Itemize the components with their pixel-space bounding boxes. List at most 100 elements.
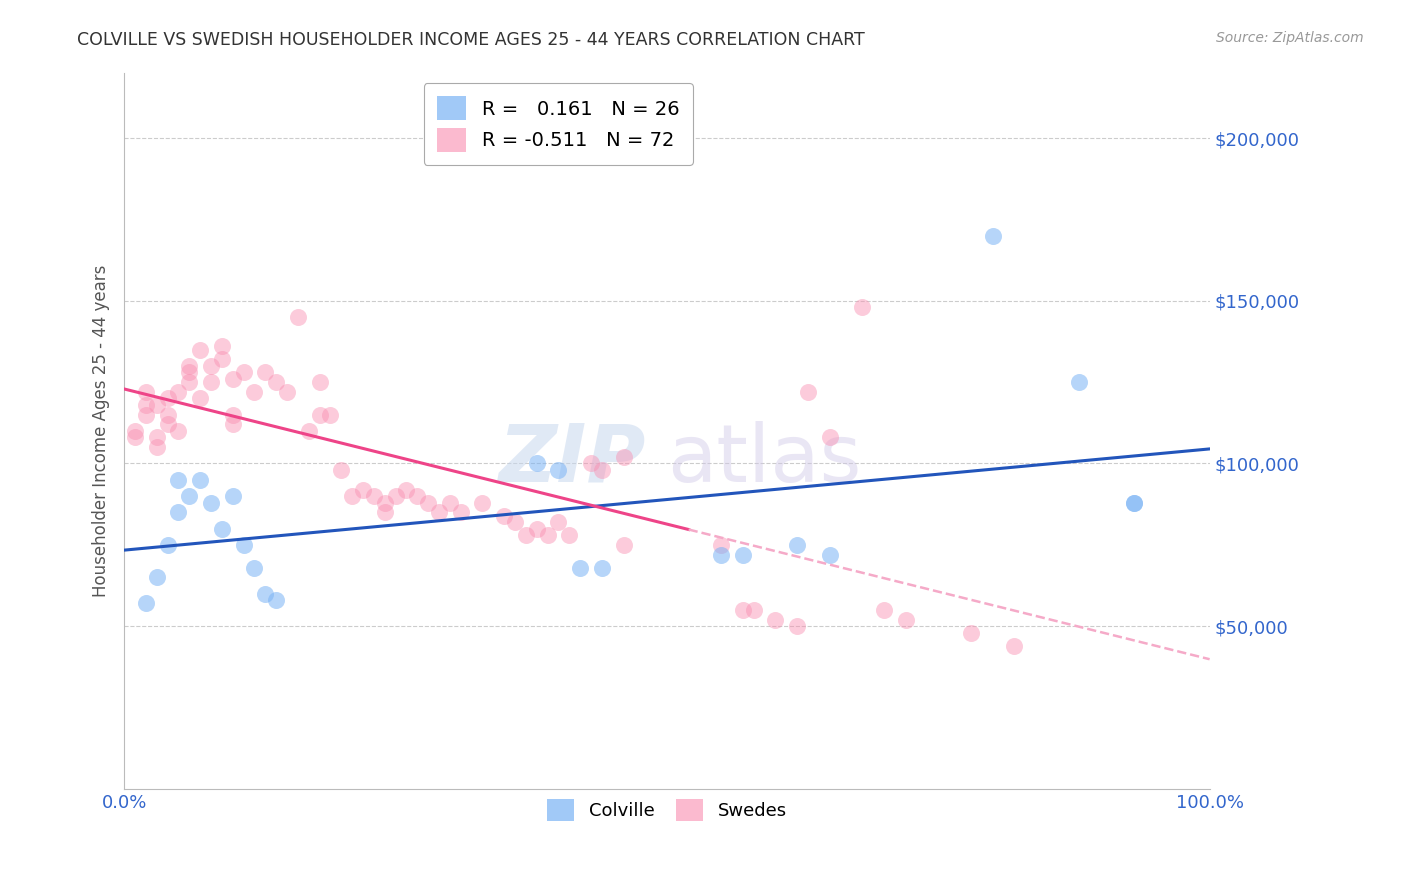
Point — [395, 483, 418, 497]
Point — [167, 384, 190, 399]
Point — [579, 457, 602, 471]
Point — [167, 424, 190, 438]
Point — [167, 473, 190, 487]
Point — [179, 375, 201, 389]
Point — [1069, 375, 1091, 389]
Point — [156, 538, 179, 552]
Point — [146, 570, 169, 584]
Point — [232, 538, 254, 552]
Point — [188, 473, 211, 487]
Point — [406, 489, 429, 503]
Point — [526, 457, 548, 471]
Point — [384, 489, 406, 503]
Point — [612, 450, 634, 464]
Point — [135, 384, 157, 399]
Y-axis label: Householder Income Ages 25 - 44 years: Householder Income Ages 25 - 44 years — [93, 265, 110, 597]
Point — [503, 515, 526, 529]
Point — [981, 228, 1004, 243]
Point — [254, 365, 277, 379]
Text: Source: ZipAtlas.com: Source: ZipAtlas.com — [1216, 31, 1364, 45]
Point — [156, 392, 179, 406]
Point — [569, 560, 592, 574]
Point — [254, 587, 277, 601]
Point — [1002, 639, 1025, 653]
Point — [179, 359, 201, 373]
Point — [200, 375, 222, 389]
Point — [547, 463, 569, 477]
Point — [156, 417, 179, 432]
Point — [308, 375, 330, 389]
Point — [146, 430, 169, 444]
Point — [135, 398, 157, 412]
Point — [786, 538, 808, 552]
Point — [418, 495, 440, 509]
Legend: Colville, Swedes: Colville, Swedes — [538, 790, 796, 830]
Point — [243, 384, 266, 399]
Point — [591, 463, 613, 477]
Point — [591, 560, 613, 574]
Point — [319, 408, 342, 422]
Point — [146, 398, 169, 412]
Point — [308, 408, 330, 422]
Point — [558, 528, 581, 542]
Point — [124, 430, 146, 444]
Point — [710, 548, 733, 562]
Point — [340, 489, 363, 503]
Point — [471, 495, 494, 509]
Point — [287, 310, 309, 324]
Point — [742, 603, 765, 617]
Point — [710, 538, 733, 552]
Point — [374, 505, 396, 519]
Point — [894, 613, 917, 627]
Point — [211, 339, 233, 353]
Point — [222, 417, 245, 432]
Point — [211, 352, 233, 367]
Point — [731, 603, 754, 617]
Point — [179, 365, 201, 379]
Point — [873, 603, 896, 617]
Point — [188, 392, 211, 406]
Point — [276, 384, 298, 399]
Point — [818, 548, 841, 562]
Point — [526, 522, 548, 536]
Point — [731, 548, 754, 562]
Point — [124, 424, 146, 438]
Point — [179, 489, 201, 503]
Point — [211, 522, 233, 536]
Point — [222, 372, 245, 386]
Point — [818, 430, 841, 444]
Point — [439, 495, 461, 509]
Point — [1122, 495, 1144, 509]
Point — [786, 619, 808, 633]
Point — [797, 384, 820, 399]
Point — [146, 440, 169, 454]
Point — [156, 408, 179, 422]
Point — [851, 300, 873, 314]
Point — [515, 528, 537, 542]
Point — [264, 375, 287, 389]
Point — [298, 424, 321, 438]
Point — [352, 483, 374, 497]
Point — [222, 489, 245, 503]
Point — [188, 343, 211, 357]
Point — [547, 515, 569, 529]
Text: COLVILLE VS SWEDISH HOUSEHOLDER INCOME AGES 25 - 44 YEARS CORRELATION CHART: COLVILLE VS SWEDISH HOUSEHOLDER INCOME A… — [77, 31, 865, 49]
Point — [200, 359, 222, 373]
Point — [135, 408, 157, 422]
Point — [450, 505, 472, 519]
Point — [494, 508, 516, 523]
Point — [1122, 495, 1144, 509]
Point — [200, 495, 222, 509]
Point — [374, 495, 396, 509]
Point — [243, 560, 266, 574]
Point — [363, 489, 385, 503]
Point — [959, 625, 981, 640]
Point — [330, 463, 353, 477]
Point — [427, 505, 450, 519]
Point — [536, 528, 558, 542]
Point — [765, 613, 787, 627]
Point — [135, 596, 157, 610]
Point — [232, 365, 254, 379]
Text: atlas: atlas — [666, 420, 862, 499]
Point — [612, 538, 634, 552]
